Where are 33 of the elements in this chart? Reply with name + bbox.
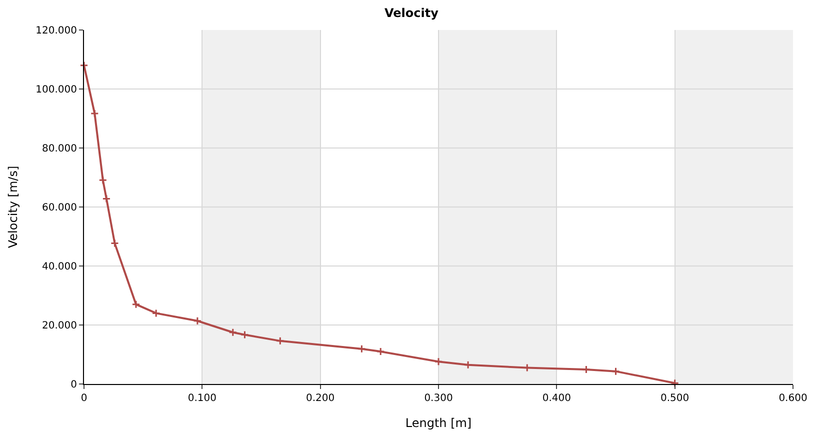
x-tick-label: 0.100 [188,393,216,404]
x-axis-title: Length [m] [405,416,472,430]
point [357,344,366,354]
point [110,239,119,248]
point [193,316,202,326]
point [612,367,620,376]
y-tick-label: 120.000 [36,26,77,36]
point [132,300,140,309]
point [240,330,249,339]
chart-title: Velocity [384,6,439,20]
point [102,194,111,203]
point [90,109,99,118]
x-tick-label: 0.300 [424,393,453,404]
y-tick-label: 100.000 [36,84,77,96]
y-tick-label: 60.000 [42,202,77,214]
y-axis-title: Velocity [m/s] [6,166,20,248]
point [152,308,160,318]
point [582,365,590,374]
x-tick-label: 0 [80,393,88,404]
point [228,328,238,337]
point [434,357,443,366]
x-tick-label: 0.200 [306,393,335,404]
point [276,336,284,346]
point [376,347,385,356]
point [98,176,108,184]
y-tick-label: 0 [70,380,77,390]
y-tick-label: 80.000 [42,144,77,154]
point [464,360,472,370]
x-tick-label: 0.400 [542,393,571,404]
x-tick-label: 0.500 [660,393,690,404]
x-tick-label: 0.600 [778,393,808,404]
y-tick-label: 20.000 [42,320,77,332]
y-tick-label: 40.000 [42,262,77,272]
